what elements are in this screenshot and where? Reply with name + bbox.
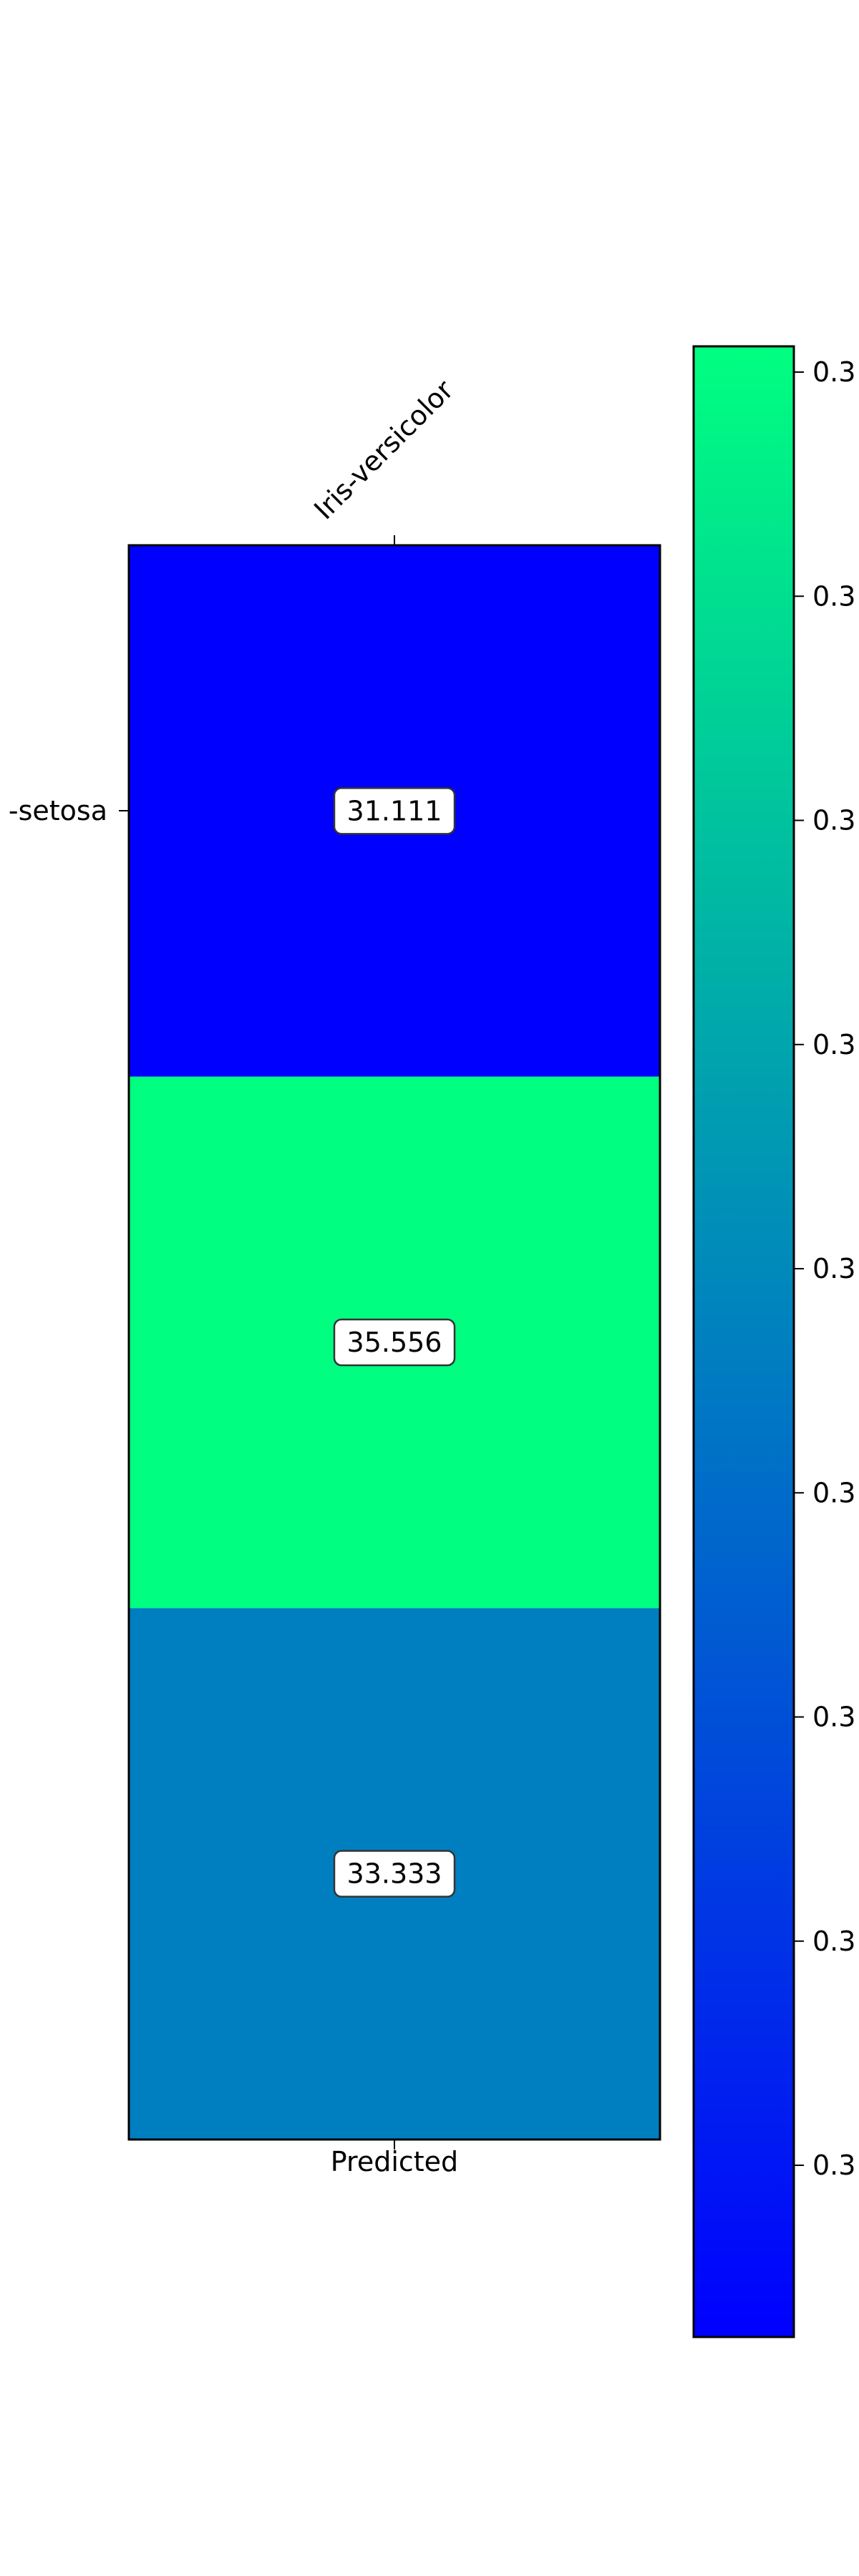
cell-label-box: [333, 787, 456, 835]
colorbar-tick-label: 0.3: [812, 1477, 855, 1508]
cell-value-label: 35.556: [347, 1327, 442, 1358]
colorbar-tick-label: 0.3: [812, 356, 855, 388]
cell-value-label: 33.333: [347, 1858, 442, 1890]
colorbar-tick-label: 0.3: [812, 1702, 855, 1733]
colorbar: [692, 345, 795, 2338]
cell-label-box: [333, 1318, 456, 1367]
colorbar-tick-label: 0.3: [812, 1029, 855, 1060]
y-tick-label: -setosa: [9, 795, 107, 826]
colorbar-tick-label: 0.3: [812, 805, 855, 836]
colorbar-ticks: 0.3 0.3 0.3 0.3 0.3 0.3 0.3 0.3 0.3: [794, 356, 855, 2181]
cell-labels: 31.111 35.556 33.333: [333, 787, 456, 1898]
x-tick-group: Iris-versicolor: [308, 374, 460, 545]
colorbar-tick-label: 0.3: [812, 1253, 855, 1284]
colorbar-tick-label: 0.3: [812, 580, 855, 612]
cell-label-box: [333, 1850, 456, 1898]
y-tick-group: -setosa: [9, 795, 129, 826]
colorbar-tick-label: 0.3: [812, 1926, 855, 1957]
x-axis-label: Predicted: [331, 2146, 458, 2177]
x-tick-label: Iris-versicolor: [308, 374, 460, 525]
colorbar-tick-label: 0.3: [812, 2150, 855, 2181]
cell-value-label: 31.111: [347, 795, 442, 826]
